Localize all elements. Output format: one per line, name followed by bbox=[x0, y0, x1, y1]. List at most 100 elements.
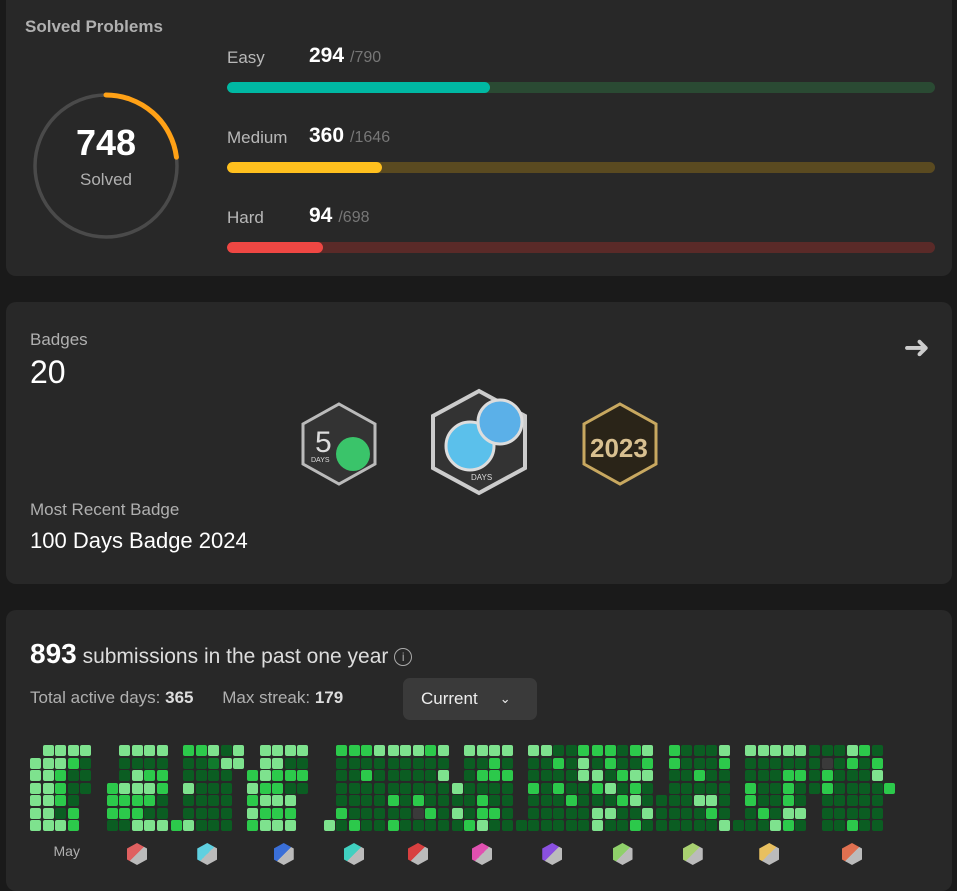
heatmap-cell[interactable] bbox=[617, 745, 628, 756]
heatmap-cell[interactable] bbox=[297, 782, 308, 794]
heatmap-cell[interactable] bbox=[718, 807, 730, 819]
heatmap-cell[interactable] bbox=[437, 770, 449, 781]
heatmap-cell[interactable] bbox=[284, 745, 296, 756]
heatmap-cell[interactable] bbox=[400, 757, 411, 769]
heatmap-cell[interactable] bbox=[604, 745, 616, 756]
monthly-badge-icon[interactable] bbox=[127, 843, 147, 865]
monthly-badge-icon[interactable] bbox=[759, 843, 780, 865]
heatmap-cell[interactable] bbox=[718, 782, 730, 794]
heatmap-cell[interactable] bbox=[834, 795, 845, 806]
heatmap-cell[interactable] bbox=[871, 807, 883, 819]
heatmap-cell[interactable] bbox=[412, 820, 424, 831]
heatmap-cell[interactable] bbox=[119, 820, 130, 831]
heatmap-cell[interactable] bbox=[144, 820, 155, 831]
heatmap-cell[interactable] bbox=[247, 807, 258, 819]
heatmap-cell[interactable] bbox=[553, 745, 564, 756]
heatmap-cell[interactable] bbox=[501, 795, 513, 806]
heatmap-cell[interactable] bbox=[668, 820, 680, 831]
heatmap-cell[interactable] bbox=[757, 820, 769, 831]
heatmap-cell[interactable] bbox=[42, 795, 54, 806]
monthly-badge-icon[interactable] bbox=[842, 843, 862, 865]
heatmap-cell[interactable] bbox=[336, 807, 347, 819]
heatmap-cell[interactable] bbox=[642, 807, 653, 819]
heatmap-cell[interactable] bbox=[809, 770, 820, 781]
heatmap-cell[interactable] bbox=[42, 757, 54, 769]
heatmap-cell[interactable] bbox=[706, 745, 717, 756]
heatmap-cell[interactable] bbox=[144, 745, 155, 756]
heatmap-cell[interactable] bbox=[131, 770, 143, 781]
heatmap-cell[interactable] bbox=[131, 782, 143, 794]
heatmap-cell[interactable] bbox=[656, 795, 667, 806]
heatmap-cell[interactable] bbox=[871, 757, 883, 769]
heatmap-cell[interactable] bbox=[681, 807, 692, 819]
badge-2023[interactable]: 2023 bbox=[582, 402, 658, 486]
heatmap-cell[interactable] bbox=[859, 782, 870, 794]
heatmap-cell[interactable] bbox=[451, 807, 463, 819]
heatmap-cell[interactable] bbox=[336, 770, 347, 781]
heatmap-cell[interactable] bbox=[464, 770, 475, 781]
heatmap-cell[interactable] bbox=[361, 770, 372, 781]
heatmap-cell[interactable] bbox=[693, 795, 705, 806]
heatmap-cell[interactable] bbox=[208, 757, 219, 769]
heatmap-cell[interactable] bbox=[834, 807, 845, 819]
heatmap-cell[interactable] bbox=[604, 795, 616, 806]
heatmap-cell[interactable] bbox=[144, 770, 155, 781]
heatmap-cell[interactable] bbox=[553, 782, 564, 794]
heatmap-cell[interactable] bbox=[259, 807, 271, 819]
heatmap-cell[interactable] bbox=[489, 795, 500, 806]
heatmap-cell[interactable] bbox=[757, 795, 769, 806]
heatmap-cell[interactable] bbox=[528, 820, 539, 831]
monthly-badge-icon[interactable] bbox=[197, 843, 218, 865]
info-icon[interactable]: i bbox=[394, 648, 413, 666]
heatmap-cell[interactable] bbox=[412, 795, 424, 806]
heatmap-cell[interactable] bbox=[156, 820, 168, 831]
heatmap-cell[interactable] bbox=[437, 820, 449, 831]
heatmap-cell[interactable] bbox=[528, 770, 539, 781]
heatmap-cell[interactable] bbox=[745, 820, 756, 831]
heatmap-cell[interactable] bbox=[233, 757, 244, 769]
heatmap-cell[interactable] bbox=[592, 807, 603, 819]
heatmap-cell[interactable] bbox=[119, 807, 130, 819]
heatmap-cell[interactable] bbox=[540, 795, 552, 806]
heatmap-cell[interactable] bbox=[770, 795, 781, 806]
monthly-badge-icon[interactable] bbox=[612, 843, 633, 865]
heatmap-cell[interactable] bbox=[656, 807, 667, 819]
heatmap-cell[interactable] bbox=[361, 820, 372, 831]
heatmap-cell[interactable] bbox=[464, 745, 475, 756]
heatmap-cell[interactable] bbox=[565, 745, 577, 756]
heatmap-cell[interactable] bbox=[489, 782, 500, 794]
heatmap-cell[interactable] bbox=[809, 745, 820, 756]
heatmap-cell[interactable] bbox=[425, 782, 436, 794]
heatmap-cell[interactable] bbox=[795, 795, 806, 806]
heatmap-cell[interactable] bbox=[259, 745, 271, 756]
heatmap-cell[interactable] bbox=[642, 820, 653, 831]
heatmap-cell[interactable] bbox=[183, 782, 194, 794]
heatmap-cell[interactable] bbox=[272, 745, 283, 756]
heatmap-cell[interactable] bbox=[272, 770, 283, 781]
heatmap-cell[interactable] bbox=[795, 745, 806, 756]
heatmap-cell[interactable] bbox=[745, 757, 756, 769]
heatmap-cell[interactable] bbox=[745, 782, 756, 794]
heatmap-cell[interactable] bbox=[540, 782, 552, 794]
heatmap-cell[interactable] bbox=[718, 770, 730, 781]
heatmap-cell[interactable] bbox=[272, 820, 283, 831]
heatmap-cell[interactable] bbox=[259, 770, 271, 781]
heatmap-cell[interactable] bbox=[859, 820, 870, 831]
heatmap-cell[interactable] bbox=[642, 757, 653, 769]
heatmap-cell[interactable] bbox=[565, 820, 577, 831]
heatmap-cell[interactable] bbox=[272, 757, 283, 769]
heatmap-cell[interactable] bbox=[220, 807, 232, 819]
heatmap-cell[interactable] bbox=[846, 807, 858, 819]
heatmap-cell[interactable] bbox=[578, 745, 589, 756]
heatmap-cell[interactable] bbox=[782, 820, 794, 831]
heatmap-cell[interactable] bbox=[834, 782, 845, 794]
heatmap-cell[interactable] bbox=[348, 782, 360, 794]
heatmap-cell[interactable] bbox=[706, 807, 717, 819]
heatmap-cell[interactable] bbox=[156, 795, 168, 806]
heatmap-cell[interactable] bbox=[782, 745, 794, 756]
heatmap-cell[interactable] bbox=[668, 807, 680, 819]
heatmap-cell[interactable] bbox=[846, 757, 858, 769]
heatmap-cell[interactable] bbox=[272, 782, 283, 794]
heatmap-cell[interactable] bbox=[859, 757, 870, 769]
heatmap-cell[interactable] bbox=[412, 770, 424, 781]
